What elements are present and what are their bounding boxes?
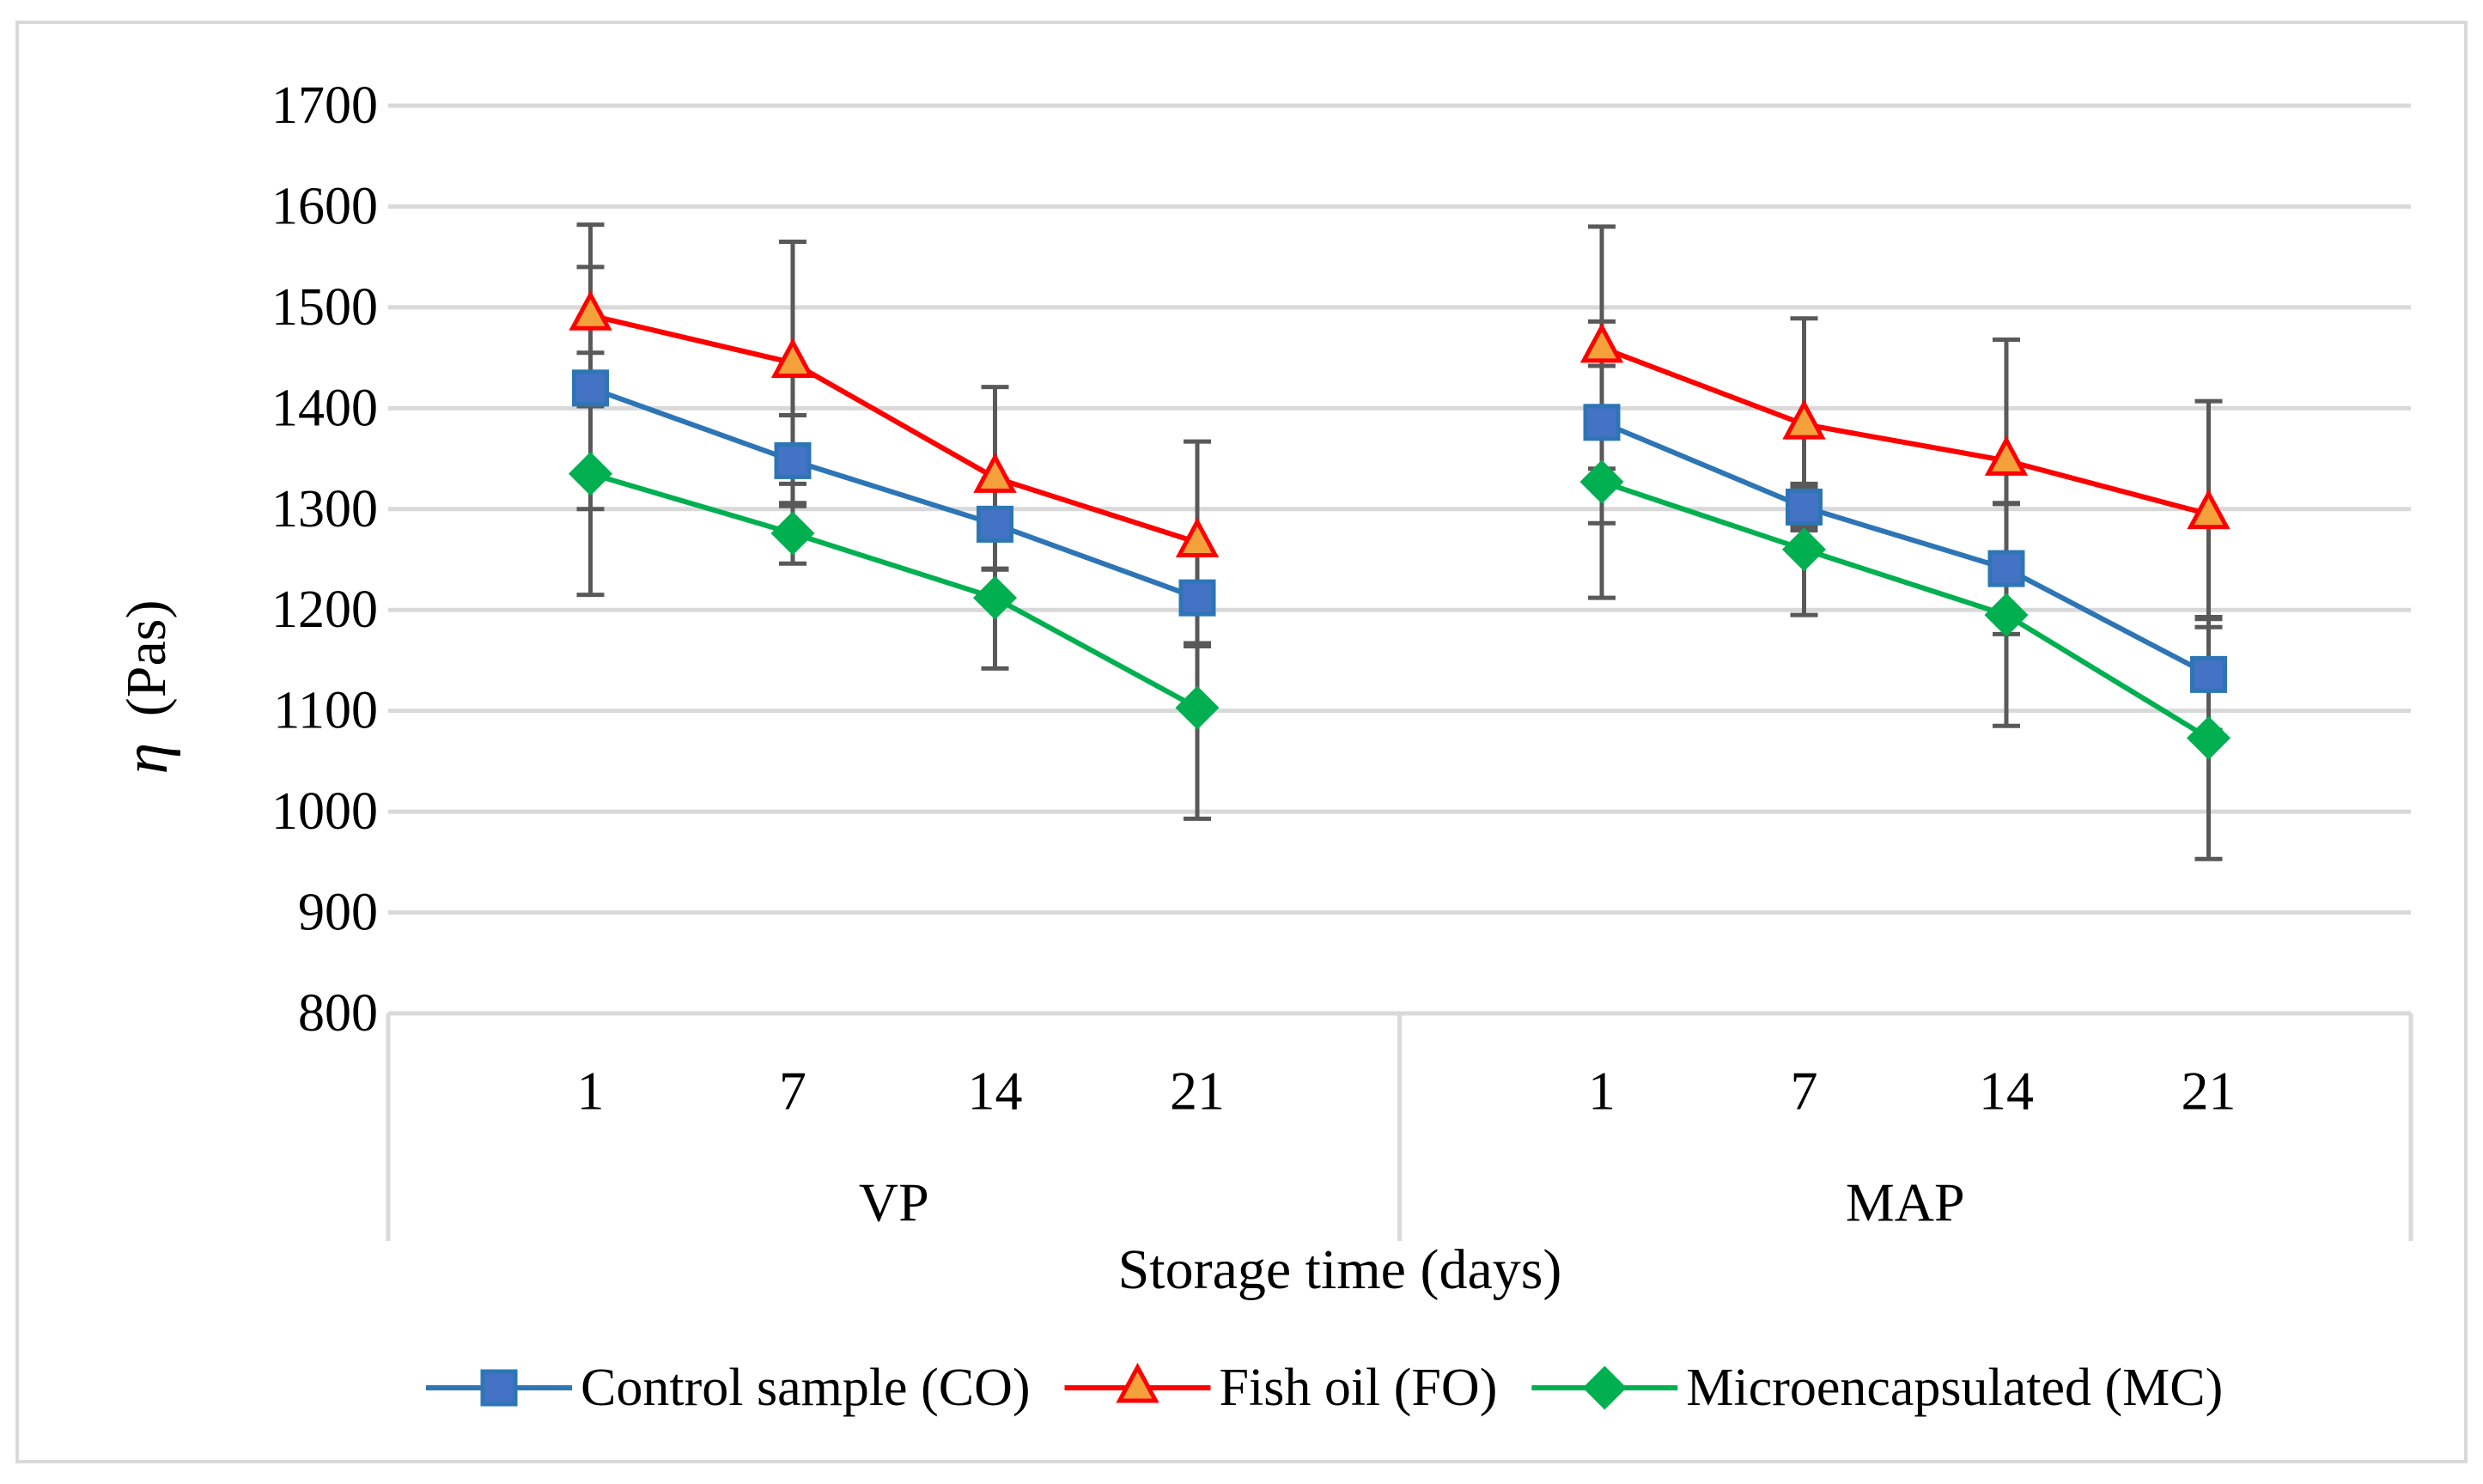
category-axis: 1 7 14 21 VP 1 7 14 21 MAP	[386, 1011, 2413, 1241]
data-point	[973, 453, 1017, 493]
data-point	[2187, 489, 2230, 530]
group-label: MAP	[1846, 1172, 1965, 1233]
data-point	[1175, 685, 1220, 730]
x-tick-label: 1	[577, 1061, 605, 1122]
data-point	[770, 338, 815, 378]
y-tick-label: 1500	[271, 278, 378, 337]
data-point	[770, 511, 815, 556]
y-tick-label: 800	[298, 984, 378, 1043]
data-point	[1583, 404, 1621, 441]
data-point	[569, 290, 612, 331]
x-tick-label: 7	[779, 1061, 806, 1122]
data-point	[1579, 322, 1624, 363]
series-line	[1600, 420, 2210, 678]
series-lines	[589, 313, 2211, 740]
data-point	[1178, 579, 1216, 617]
data-point	[1781, 527, 1827, 572]
series-line	[589, 471, 1199, 710]
gridlines	[388, 103, 2411, 915]
x-tick-label: 21	[1170, 1061, 1225, 1122]
legend-marker	[1116, 1362, 1159, 1403]
x-tick-label: 14	[968, 1061, 1023, 1122]
x-tick-label: 14	[1979, 1061, 2034, 1122]
series-markers	[568, 290, 2231, 760]
y-axis-symbol: η	[111, 743, 181, 775]
series-line	[1601, 479, 2211, 740]
legend-marker	[1582, 1365, 1627, 1410]
data-point	[972, 575, 1018, 620]
x-tick-label: 1	[1588, 1061, 1616, 1122]
data-point	[1984, 435, 2029, 476]
y-tick-label: 1000	[271, 782, 378, 841]
y-tick-labels: 800 900 1000 1100 1200 1300 1400 1500 1600 1700	[271, 76, 378, 1043]
legend-label: Fish oil (FO)	[1220, 1359, 1498, 1417]
y-axis-title: η (Pas)	[111, 600, 181, 775]
data-point	[774, 441, 812, 479]
data-point	[1579, 459, 1624, 504]
data-point	[1175, 517, 1220, 558]
y-tick-label: 1100	[273, 682, 378, 740]
series-line	[589, 313, 1198, 545]
y-tick-label: 1400	[271, 379, 378, 437]
data-point	[1786, 488, 1823, 526]
x-tick-label: 21	[2182, 1061, 2237, 1122]
data-point	[1987, 550, 2025, 587]
legend-label: Microencapsulated (MC)	[1686, 1359, 2223, 1417]
x-tick-label: 7	[1791, 1061, 1818, 1122]
data-point	[977, 505, 1013, 543]
y-tick-label: 1700	[271, 76, 378, 135]
x-axis-title: Storage time (days)	[1118, 1238, 1562, 1301]
data-point	[568, 452, 613, 496]
y-tick-label: 1200	[271, 581, 378, 639]
y-tick-label: 1300	[271, 480, 378, 538]
y-tick-label: 1600	[271, 177, 378, 235]
series-line	[589, 386, 1199, 600]
data-point	[2186, 715, 2231, 760]
data-point	[1984, 593, 2029, 637]
group-label: VP	[859, 1172, 929, 1233]
y-tick-label: 900	[298, 884, 378, 942]
data-point	[572, 369, 609, 407]
chart-border	[15, 21, 2468, 1463]
y-axis-unit: (Pas)	[115, 600, 178, 717]
legend: Control sample (CO) Fish oil (FO) Microenc…	[426, 1359, 2223, 1417]
data-point	[1782, 398, 1826, 440]
data-point	[2190, 655, 2227, 693]
legend-label: Control sample (CO)	[581, 1359, 1031, 1417]
series-line	[1600, 345, 2210, 517]
legend-marker	[480, 1369, 518, 1407]
